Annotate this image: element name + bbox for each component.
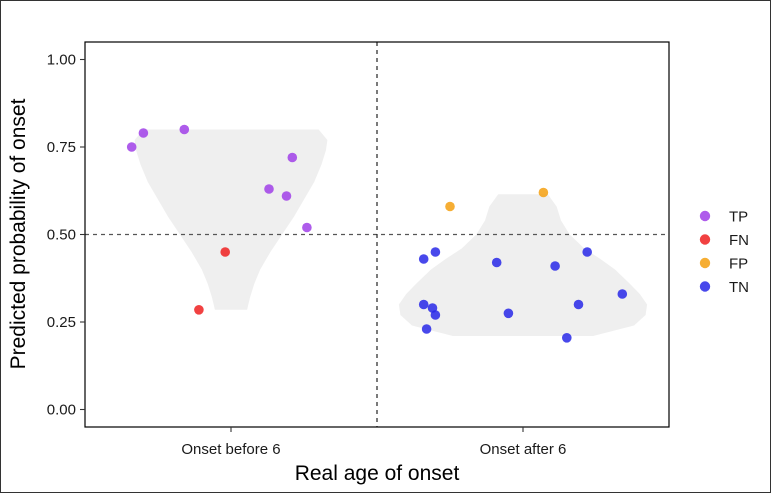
legend-key-fn <box>699 234 711 245</box>
y-tick-label: 0.25 <box>47 314 76 331</box>
point-tn <box>418 299 429 310</box>
point-tn <box>418 254 429 264</box>
legend-label-fp: FP <box>729 256 748 273</box>
reference-lines <box>85 42 669 427</box>
x-tick-label: Onset before 6 <box>181 441 280 458</box>
point-tp <box>126 142 137 152</box>
legend-key-fp <box>699 257 711 269</box>
point-tn <box>550 261 560 271</box>
point-fn <box>194 305 204 315</box>
violin-before-6 <box>134 129 328 310</box>
point-fn <box>220 247 230 257</box>
legend-key-tp <box>699 210 711 222</box>
y-tick-label: 0.00 <box>47 402 76 419</box>
point-tn <box>430 310 441 320</box>
violin-layer <box>134 129 648 336</box>
point-fp <box>445 201 455 212</box>
legend-label-tn: TN <box>729 279 749 296</box>
y-tick-label: 0.50 <box>47 227 76 244</box>
point-tp <box>302 222 312 233</box>
x-tick-label: Onset after 6 <box>480 441 567 458</box>
point-tn <box>421 324 432 334</box>
y-tick-label: 0.75 <box>47 139 76 156</box>
legend-key-tn <box>699 281 711 292</box>
point-tn <box>562 333 572 343</box>
y-tick-label: 1.00 <box>47 52 76 69</box>
x-axis-title: Real age of onset <box>295 462 460 485</box>
violin-after-6 <box>398 194 648 336</box>
legend-label-tp: TP <box>729 209 748 226</box>
point-tn <box>617 289 628 299</box>
point-tn <box>430 247 441 257</box>
legend-label-fn: FN <box>729 232 749 249</box>
point-tp <box>287 152 298 163</box>
point-tp <box>264 184 274 194</box>
point-fp <box>538 187 549 198</box>
point-tp <box>138 128 149 138</box>
point-tn <box>582 247 592 257</box>
point-tn <box>573 299 584 310</box>
point-tp <box>179 124 190 135</box>
axis-layer: 0.00 0.25 0.50 0.75 1.00 Onset before 6 Onset … <box>47 52 567 459</box>
point-tn <box>503 308 514 319</box>
point-tn <box>491 257 502 268</box>
legend: TP FN FP TN <box>699 209 749 296</box>
point-tp <box>281 191 292 201</box>
y-axis-title: Predicted probability of onset <box>7 98 30 369</box>
point-layer <box>126 124 628 343</box>
